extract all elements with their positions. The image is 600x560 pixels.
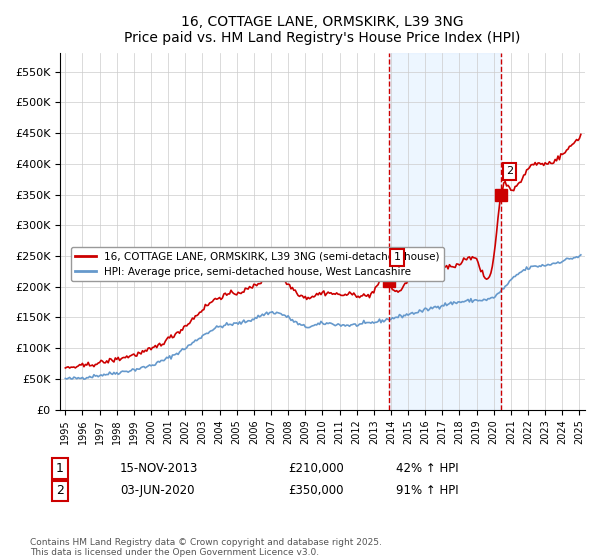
Legend: 16, COTTAGE LANE, ORMSKIRK, L39 3NG (semi-detached house), HPI: Average price, s: 16, COTTAGE LANE, ORMSKIRK, L39 3NG (sem…	[71, 248, 443, 281]
Text: 1: 1	[394, 252, 401, 262]
Text: 1: 1	[56, 462, 64, 475]
Text: 2: 2	[56, 484, 64, 497]
Text: 2: 2	[506, 166, 513, 176]
Text: £350,000: £350,000	[288, 484, 343, 497]
Text: £210,000: £210,000	[288, 462, 344, 475]
Text: 42% ↑ HPI: 42% ↑ HPI	[396, 462, 458, 475]
Text: Contains HM Land Registry data © Crown copyright and database right 2025.
This d: Contains HM Land Registry data © Crown c…	[30, 538, 382, 557]
Text: 91% ↑ HPI: 91% ↑ HPI	[396, 484, 458, 497]
Text: 03-JUN-2020: 03-JUN-2020	[120, 484, 194, 497]
Title: 16, COTTAGE LANE, ORMSKIRK, L39 3NG
Price paid vs. HM Land Registry's House Pric: 16, COTTAGE LANE, ORMSKIRK, L39 3NG Pric…	[124, 15, 521, 45]
Bar	[389, 53, 501, 409]
Text: 15-NOV-2013: 15-NOV-2013	[120, 462, 199, 475]
